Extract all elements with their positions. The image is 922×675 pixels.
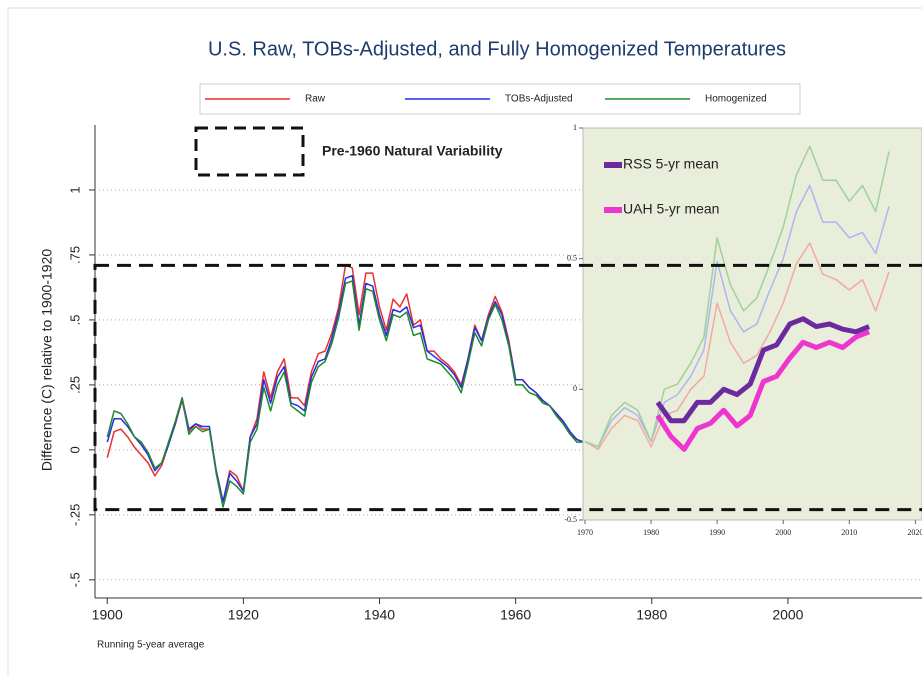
y-tick-label: -.25 bbox=[67, 504, 82, 526]
inset-x-tick-label: 1970 bbox=[577, 528, 593, 537]
series-line bbox=[106, 280, 584, 508]
inset-y-tick-label: 1 bbox=[573, 123, 577, 132]
legend-label: Homogenized bbox=[705, 94, 767, 105]
x-tick-label: 1960 bbox=[500, 607, 531, 623]
x-tick-label: 1900 bbox=[92, 607, 123, 623]
series-line bbox=[655, 329, 871, 452]
x-tick-label: 2000 bbox=[772, 607, 803, 623]
inset-x-tick-label: 2020 bbox=[907, 528, 922, 537]
x-tick-label: 1940 bbox=[364, 607, 395, 623]
y-tick-label: 1 bbox=[67, 186, 82, 193]
series-line bbox=[584, 184, 890, 448]
annotation-text: Pre-1960 Natural Variability bbox=[322, 143, 503, 159]
legend-label: TOBs-Adjusted bbox=[505, 94, 573, 105]
inset-background bbox=[582, 127, 922, 521]
inset-y-tick-label: 0 bbox=[573, 384, 577, 393]
y-tick-label: .75 bbox=[67, 246, 82, 264]
inset-x-tick-label: 1990 bbox=[709, 528, 725, 537]
y-tick-label: .5 bbox=[67, 314, 82, 325]
legend-box bbox=[199, 83, 801, 115]
y-tick-label: 0 bbox=[67, 446, 82, 453]
note: Running 5-year average bbox=[97, 640, 205, 651]
legend-label: Raw bbox=[305, 94, 326, 105]
inset-x-tick-label: 1980 bbox=[643, 528, 659, 537]
y-tick-label: .25 bbox=[67, 376, 82, 394]
inset-plot bbox=[584, 145, 890, 452]
chart-title: U.S. Raw, TOBs-Adjusted, and Fully Homog… bbox=[208, 38, 786, 60]
variability-band bbox=[93, 263, 922, 512]
x-tick-label: 1980 bbox=[636, 607, 667, 623]
y-axis-label: Difference (C) relative to 1900-1920 bbox=[39, 249, 55, 472]
series-line bbox=[655, 316, 871, 424]
series-line bbox=[584, 242, 890, 451]
inset-legend-label: UAH 5-yr mean bbox=[623, 201, 719, 217]
inset-y-tick-label: 0.5 bbox=[567, 253, 577, 262]
x-tick-label: 1920 bbox=[228, 607, 259, 623]
inset-x-tick-label: 2010 bbox=[841, 528, 857, 537]
inset-x-tick-label: 2000 bbox=[775, 528, 791, 537]
series-line bbox=[584, 145, 890, 448]
y-tick-label: -.5 bbox=[67, 572, 82, 587]
inset-legend-label: RSS 5-yr mean bbox=[623, 156, 719, 172]
inset-y-tick-label: -0.5 bbox=[564, 515, 577, 524]
